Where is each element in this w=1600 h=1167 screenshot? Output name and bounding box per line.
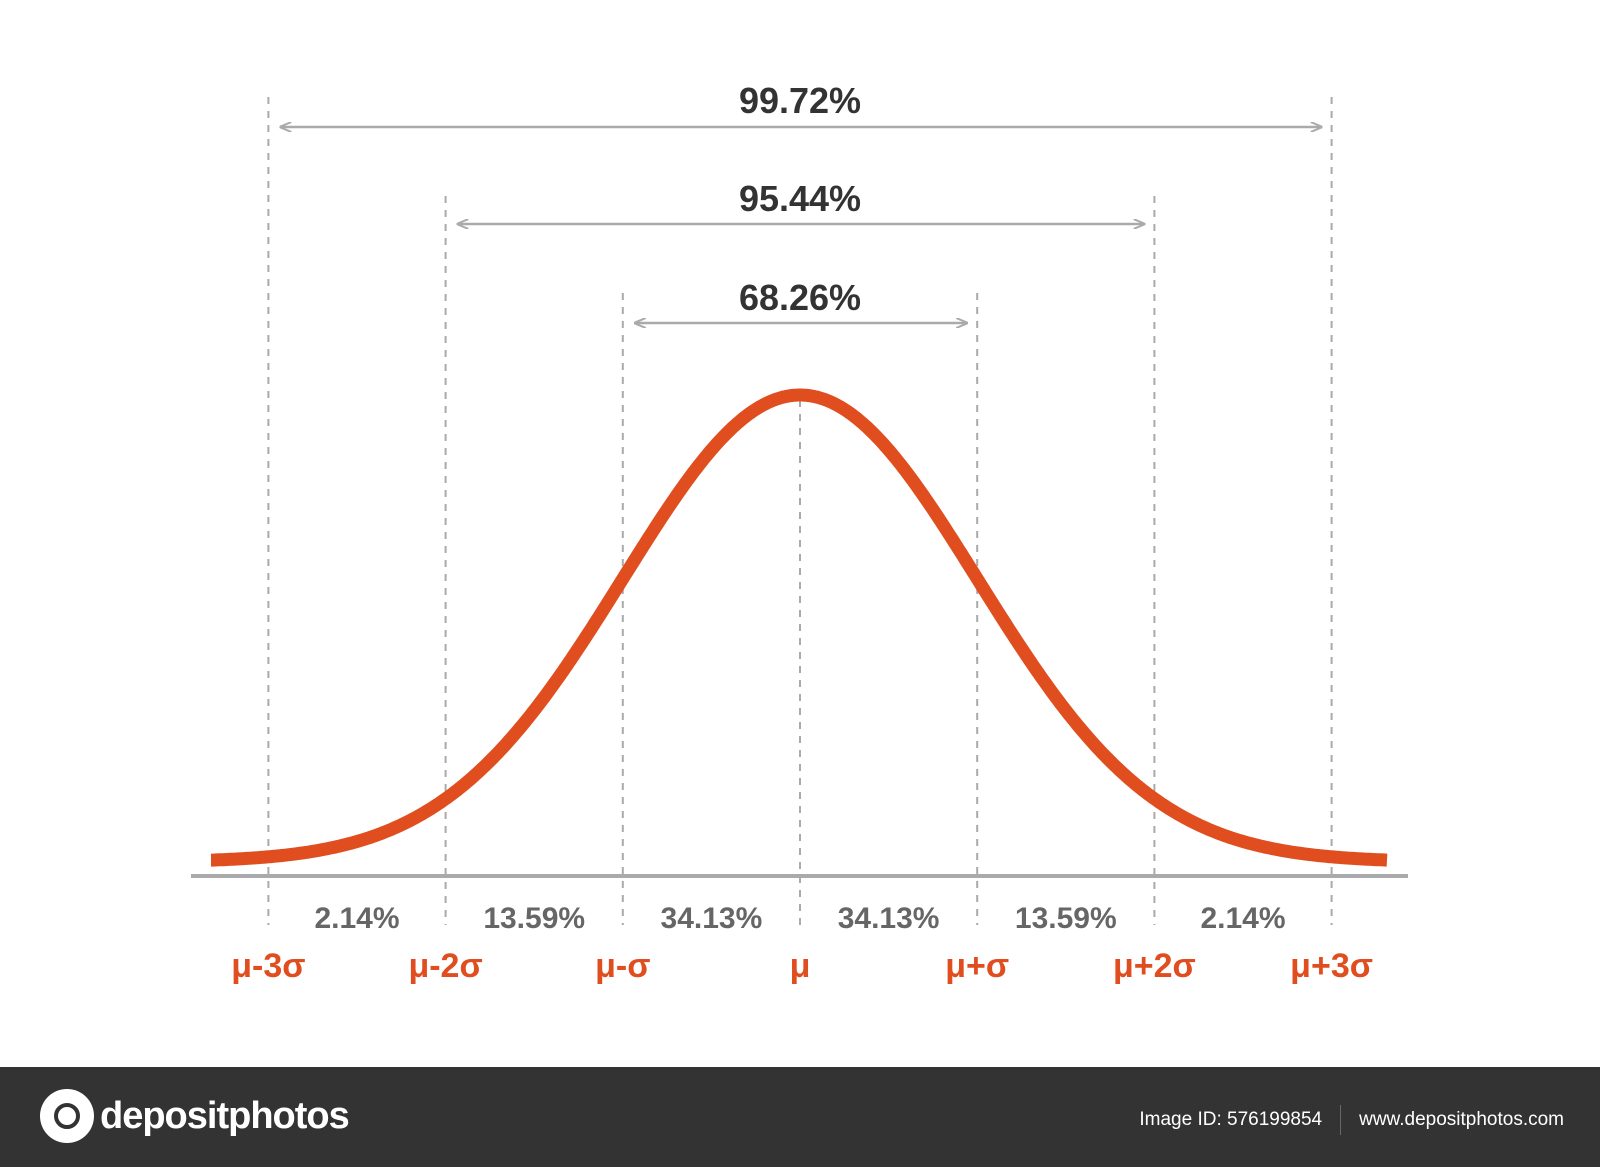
segment-percentage: 34.13%	[838, 902, 940, 935]
sigma-tick-label: μ-σ	[595, 947, 650, 985]
range-label-2sigma: 95.44%	[739, 178, 861, 219]
range-label-1sigma: 68.26%	[739, 277, 861, 318]
segment-percentage: 34.13%	[661, 902, 763, 935]
sigma-tick-label: μ+3σ	[1290, 947, 1373, 985]
footer-bar: depositphotos Image ID: 576199854 www.de…	[0, 1067, 1600, 1167]
sigma-tick-label: μ+σ	[945, 947, 1009, 985]
segment-percentage: 2.14%	[1200, 902, 1285, 935]
camera-icon	[40, 1089, 94, 1143]
brand-name: depositphotos	[100, 1094, 350, 1137]
brand-logo: depositphotos	[40, 1089, 350, 1143]
sigma-tick-label: μ-3σ	[231, 947, 305, 985]
sigma-tick-label: μ	[790, 947, 811, 985]
image-id: Image ID: 576199854	[1139, 1109, 1323, 1130]
segment-percentage: 13.59%	[483, 902, 585, 935]
range-label-3sigma: 99.72%	[739, 80, 861, 121]
segment-percentage: 13.59%	[1015, 902, 1117, 935]
normal-distribution-chart: 68.26% 95.44% 99.72% 2.14% 13.59% 34.13% 34.13…	[191, 80, 1408, 985]
sigma-tick-label: μ-2σ	[408, 947, 482, 985]
segment-percentage: 2.14%	[314, 902, 399, 935]
website-link[interactable]: www.depositphotos.com	[1359, 1109, 1564, 1130]
divider	[1340, 1105, 1342, 1135]
sigma-tick-label: μ+2σ	[1113, 947, 1196, 985]
bell-curve	[211, 388, 1388, 867]
